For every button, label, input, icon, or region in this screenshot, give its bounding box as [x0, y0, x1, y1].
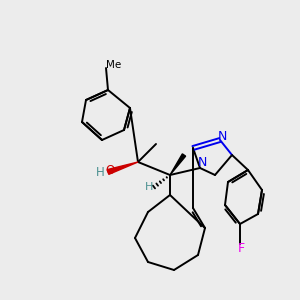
Text: N: N: [217, 130, 227, 143]
Polygon shape: [170, 154, 186, 175]
Text: N: N: [197, 157, 207, 169]
Text: O: O: [105, 164, 115, 178]
Polygon shape: [107, 162, 138, 174]
Text: F: F: [237, 242, 244, 254]
Text: H: H: [145, 182, 153, 192]
Text: H: H: [96, 166, 104, 178]
Text: Me: Me: [106, 60, 122, 70]
